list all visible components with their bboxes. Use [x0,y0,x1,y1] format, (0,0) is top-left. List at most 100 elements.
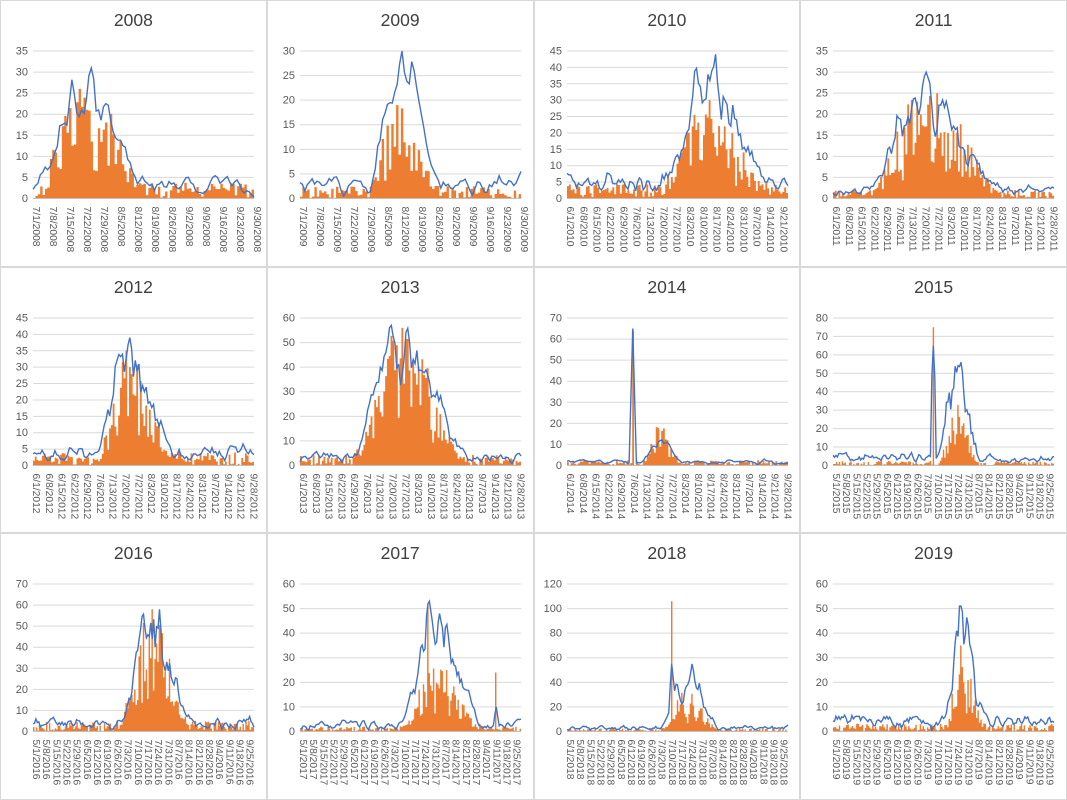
svg-text:0: 0 [22,193,28,205]
svg-text:8/17/2014: 8/17/2014 [704,473,715,519]
svg-text:6/29/2013: 6/29/2013 [348,473,359,519]
svg-text:20: 20 [549,418,561,430]
svg-text:8/5/2009: 8/5/2009 [382,206,393,246]
svg-text:10: 10 [816,151,828,163]
svg-text:8/7/2015: 8/7/2015 [973,473,984,513]
svg-text:8/24/2013: 8/24/2013 [450,473,461,519]
svg-text:6/5/2015: 6/5/2015 [881,473,892,513]
svg-text:40: 40 [16,329,28,341]
svg-text:6/22/2011: 6/22/2011 [869,206,880,251]
svg-text:30: 30 [16,663,28,675]
svg-text:5/8/2017: 5/8/2017 [307,740,318,780]
svg-text:20: 20 [16,684,28,696]
svg-text:8/24/2012: 8/24/2012 [183,473,194,519]
svg-text:15: 15 [283,119,295,131]
svg-text:100: 100 [543,603,561,615]
svg-text:6/12/2016: 6/12/2016 [91,740,102,786]
svg-text:9/7/2013: 9/7/2013 [476,473,487,513]
svg-text:30: 30 [283,653,295,665]
svg-text:10: 10 [283,435,295,447]
svg-text:7/29/2009: 7/29/2009 [365,206,376,252]
svg-text:7/15/2009: 7/15/2009 [331,206,342,252]
svg-text:30: 30 [16,67,28,79]
svg-text:5/15/2018: 5/15/2018 [584,740,595,786]
svg-text:9/25/2019: 9/25/2019 [1044,740,1055,786]
svg-text:20: 20 [16,109,28,121]
svg-text:10: 10 [16,427,28,439]
svg-text:7/24/2015: 7/24/2015 [952,473,963,519]
svg-text:7/13/2012: 7/13/2012 [107,473,118,519]
svg-text:7/27/2012: 7/27/2012 [132,473,143,519]
svg-text:8/14/2018: 8/14/2018 [716,740,727,786]
svg-text:8/7/2017: 8/7/2017 [439,740,450,780]
svg-text:8/10/2014: 8/10/2014 [691,473,702,519]
svg-text:20: 20 [816,109,828,121]
svg-text:0: 0 [22,460,28,472]
svg-text:6/8/2012: 6/8/2012 [43,473,54,513]
svg-text:8/26/2008: 8/26/2008 [166,206,177,252]
svg-text:6/5/2017: 6/5/2017 [348,740,359,780]
svg-text:7/6/2014: 7/6/2014 [627,473,638,513]
svg-text:9/7/2010: 9/7/2010 [750,206,761,246]
svg-text:9/11/2015: 9/11/2015 [1024,473,1035,518]
svg-text:40: 40 [549,62,561,74]
svg-text:0: 0 [555,726,561,738]
svg-text:40: 40 [816,628,828,640]
svg-text:5: 5 [289,168,295,180]
svg-text:5/29/2019: 5/29/2019 [871,740,882,786]
svg-text:6/29/2011: 6/29/2011 [881,206,892,251]
svg-text:5/22/2017: 5/22/2017 [327,740,338,786]
svg-text:9/14/2013: 9/14/2013 [489,473,500,519]
svg-text:0: 0 [289,193,295,205]
svg-text:9/11/2019: 9/11/2019 [1024,740,1035,785]
svg-text:7/8/2008: 7/8/2008 [47,206,58,246]
svg-text:9/25/2017: 9/25/2017 [510,740,521,786]
svg-text:7/17/2019: 7/17/2019 [942,740,953,786]
svg-text:6/26/2018: 6/26/2018 [645,740,656,786]
svg-text:5/22/2019: 5/22/2019 [861,740,872,786]
svg-text:8/17/2013: 8/17/2013 [437,473,448,519]
svg-text:6/8/2013: 6/8/2013 [310,473,321,513]
svg-text:6/15/2012: 6/15/2012 [56,473,67,519]
svg-text:30: 30 [816,404,828,416]
svg-text:9/4/2019: 9/4/2019 [1013,740,1024,780]
svg-text:6/19/2018: 6/19/2018 [635,740,646,786]
svg-text:8/17/2012: 8/17/2012 [171,473,182,519]
svg-text:20: 20 [283,677,295,689]
svg-text:30: 30 [283,386,295,398]
svg-text:7/27/2014: 7/27/2014 [666,473,677,519]
svg-text:9/18/2018: 9/18/2018 [767,740,778,786]
svg-text:5/29/2017: 5/29/2017 [337,740,348,786]
svg-text:9/14/2010: 9/14/2010 [764,206,775,252]
svg-text:50: 50 [816,603,828,615]
svg-text:0: 0 [289,460,295,472]
svg-text:6/8/2014: 6/8/2014 [576,473,587,513]
svg-text:5/15/2016: 5/15/2016 [50,740,61,786]
svg-text:6/22/2014: 6/22/2014 [602,473,613,519]
svg-text:7/22/2009: 7/22/2009 [348,206,359,252]
svg-text:9/16/2009: 9/16/2009 [484,206,495,252]
svg-text:8/21/2015: 8/21/2015 [993,473,1004,519]
svg-text:5/29/2016: 5/29/2016 [71,740,82,786]
svg-text:7/6/2012: 7/6/2012 [94,473,105,513]
svg-text:7/8/2009: 7/8/2009 [314,206,325,246]
svg-text:5/29/2018: 5/29/2018 [604,740,615,786]
svg-text:8/28/2015: 8/28/2015 [1003,473,1014,519]
svg-text:9/4/2016: 9/4/2016 [213,740,224,780]
svg-text:35: 35 [16,345,28,357]
svg-text:5: 5 [555,177,561,189]
svg-text:6/15/2010: 6/15/2010 [590,206,601,252]
svg-text:15: 15 [16,410,28,422]
svg-text:6/12/2017: 6/12/2017 [358,740,369,786]
svg-text:60: 60 [283,312,295,324]
svg-text:9/28/2011: 9/28/2011 [1048,206,1059,251]
svg-text:5/1/2015: 5/1/2015 [830,473,841,513]
svg-text:6/5/2019: 6/5/2019 [881,740,892,780]
svg-text:8/21/2017: 8/21/2017 [460,740,471,786]
svg-text:25: 25 [549,111,561,123]
svg-text:20: 20 [283,410,295,422]
svg-text:40: 40 [283,628,295,640]
svg-text:8/24/2011: 8/24/2011 [984,206,995,251]
svg-text:7/3/2017: 7/3/2017 [388,740,399,780]
svg-text:0: 0 [555,193,561,205]
